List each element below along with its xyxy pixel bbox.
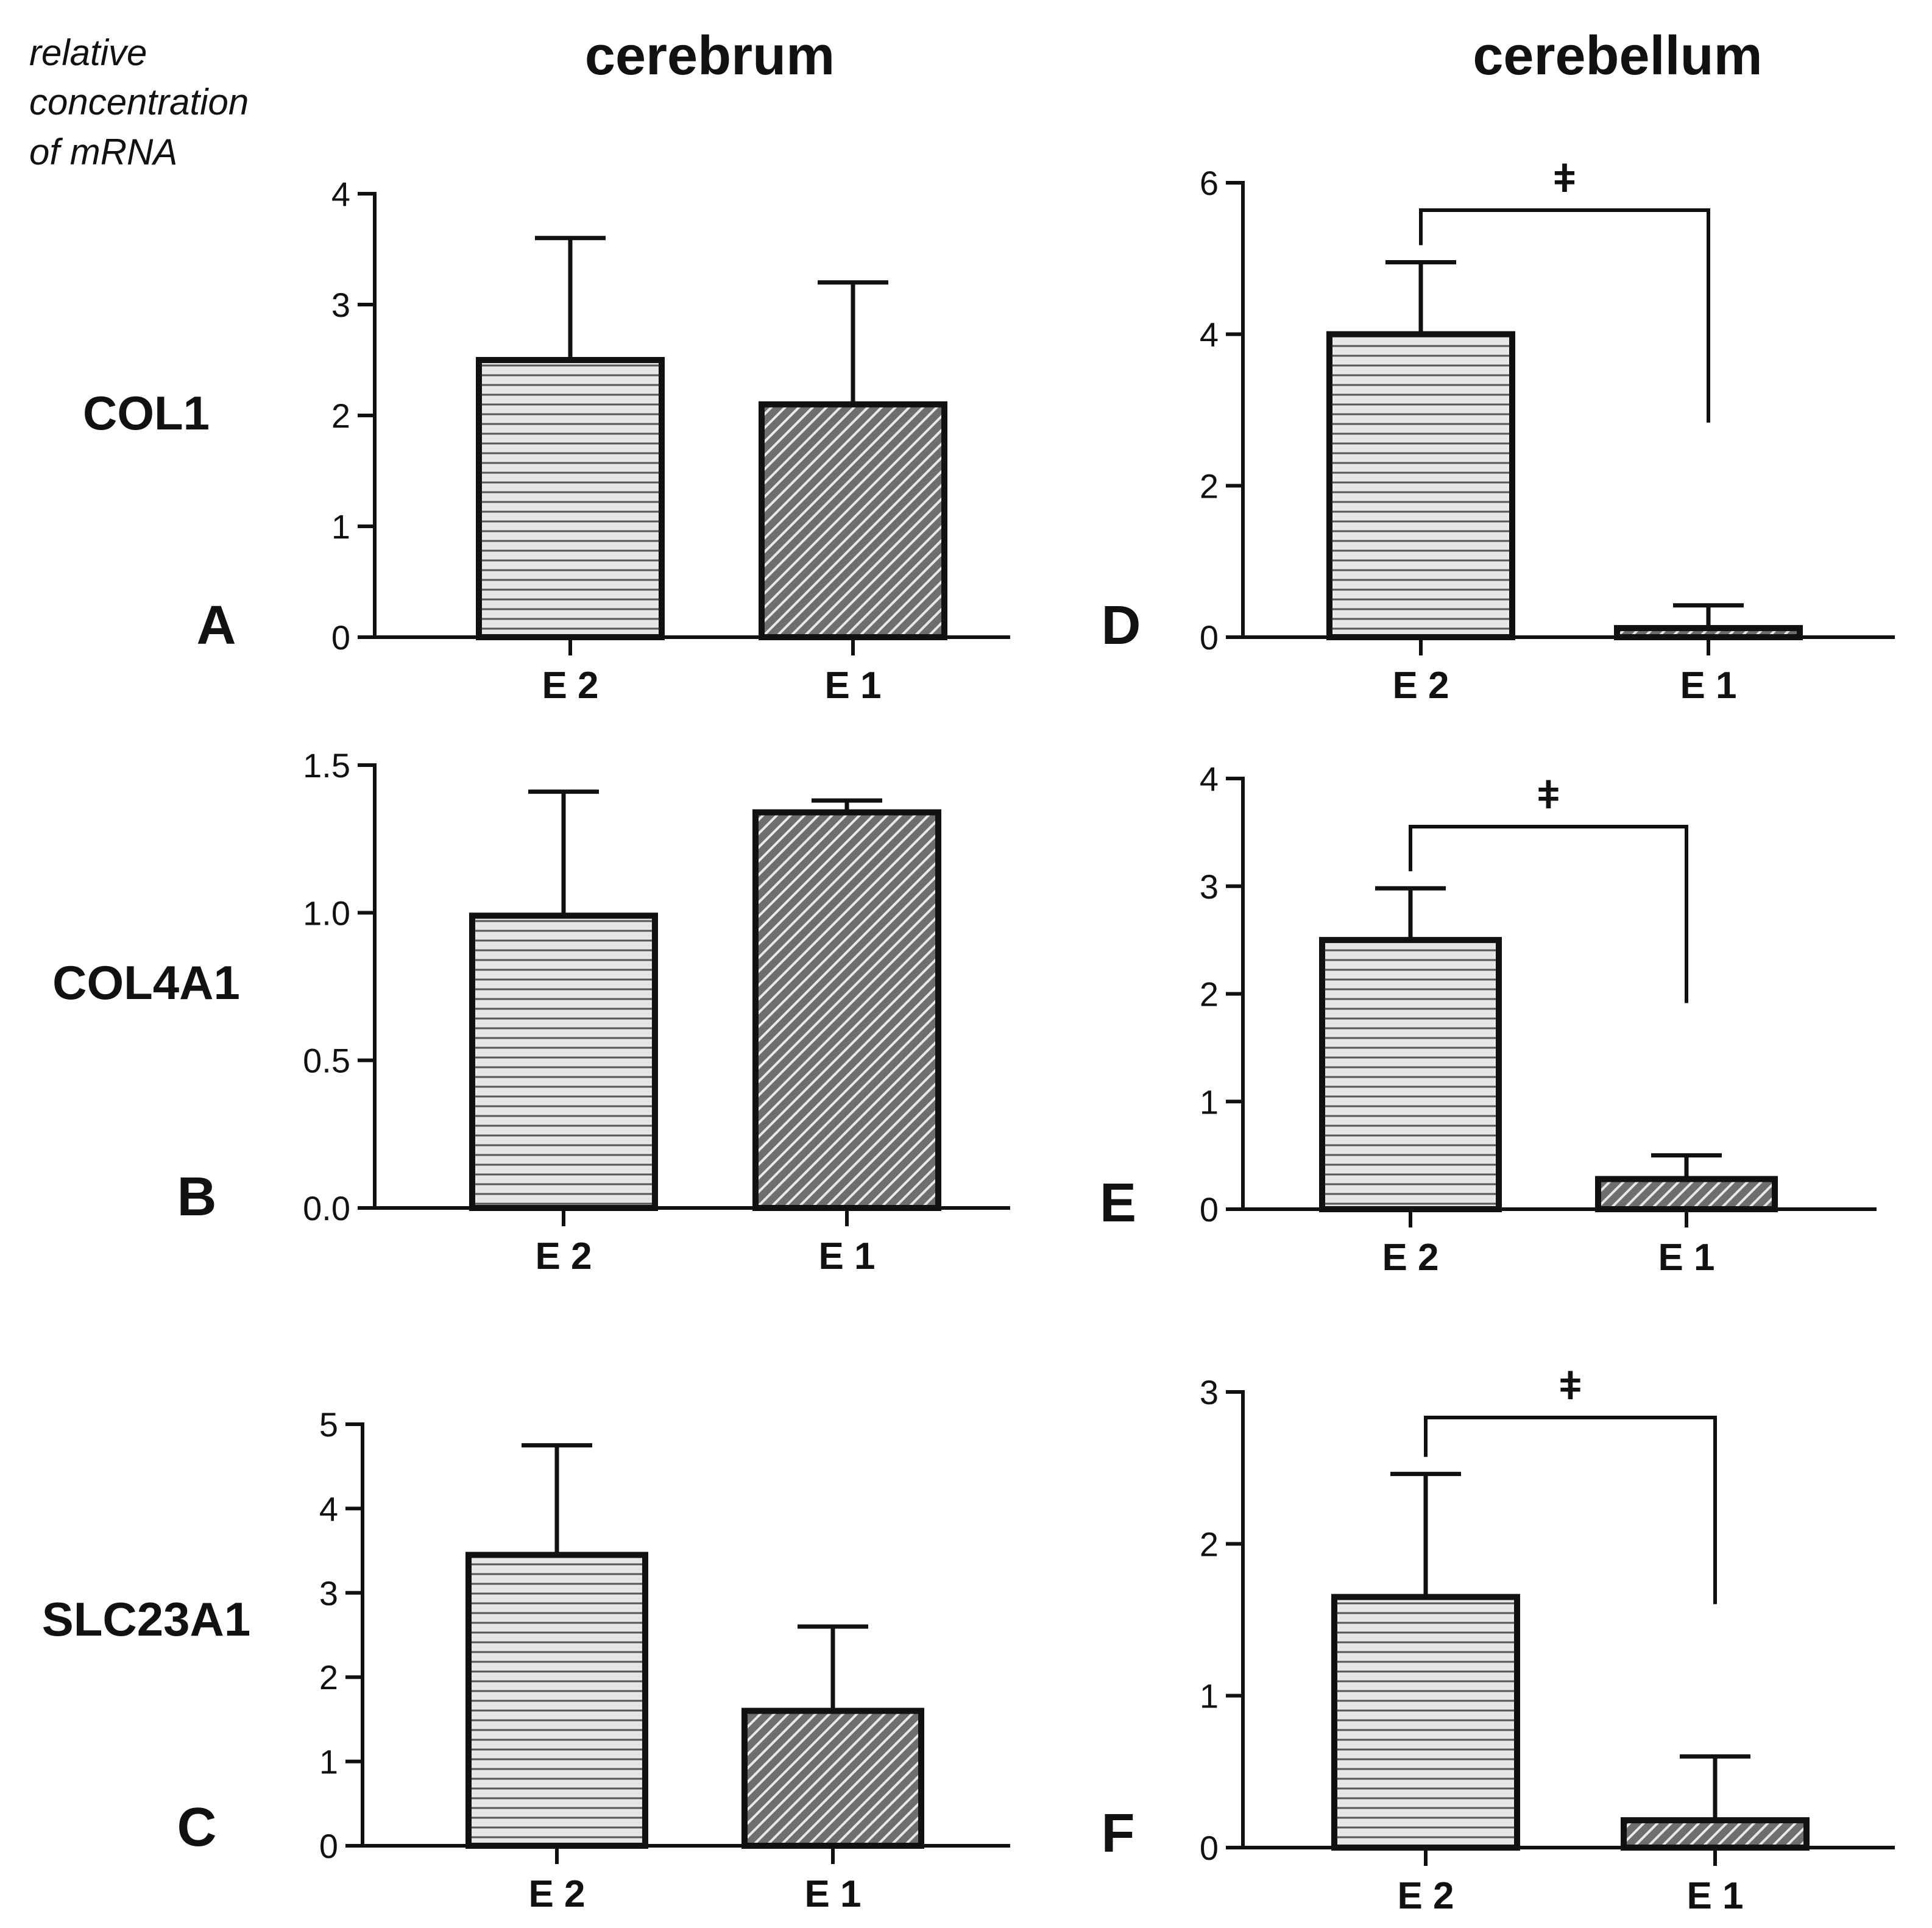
y-axis-label-line-1: relative — [29, 32, 147, 73]
panel-d-category-label-0: E 2 — [1392, 665, 1449, 707]
panel-b-bar-0 — [469, 913, 658, 1212]
panel-b-ytick-label-3: 1.5 — [303, 746, 350, 785]
panel-letter-b: B — [177, 1167, 217, 1227]
panel-e-category-label-0: E 2 — [1382, 1237, 1438, 1279]
panel-e-significance-bracket — [1409, 825, 1688, 1003]
panel-f-ytick-label-2: 2 — [1200, 1525, 1219, 1563]
panel-f-ytick-label-3: 3 — [1200, 1373, 1219, 1411]
panel-e-ytick-label-2: 2 — [1200, 975, 1219, 1014]
panel-c-bar-1 — [741, 1707, 924, 1849]
panel-d-chart: 0 2 4 6 E 2 E 1 ǂ — [1200, 157, 1895, 707]
panel-f-ytick-label-0: 0 — [1200, 1829, 1219, 1867]
row-label-slc23a1: SLC23A1 — [42, 1592, 250, 1646]
panel-e-significance-marker: ǂ — [1537, 773, 1560, 817]
panel-b-chart: 0.0 0.5 1.0 1.5 E 2 E 1 — [303, 746, 1010, 1277]
panel-a-ytick-label-0: 0 — [331, 618, 350, 657]
row-label-col4a1: COL4A1 — [52, 956, 240, 1009]
panel-e-bar-0 — [1319, 937, 1502, 1212]
panel-letter-d: D — [1102, 595, 1141, 656]
panel-d-ytick-label-0: 0 — [1200, 618, 1219, 657]
panel-c-bar-0 — [465, 1552, 648, 1849]
panel-e-bar-1 — [1595, 1176, 1778, 1213]
panel-e-ytick-label-0: 0 — [1200, 1190, 1219, 1229]
panel-b-bar-1 — [752, 809, 941, 1211]
panel-a-ytick-label-3: 3 — [331, 286, 350, 324]
panel-a-category-label-1: E 1 — [824, 665, 881, 707]
column-header-cerebrum: cerebrum — [585, 26, 835, 87]
panel-f-category-label-0: E 2 — [1397, 1875, 1454, 1917]
panel-c-chart: 0 1 2 3 4 5 E 2 E 1 — [319, 1405, 1010, 1915]
panel-d-bar-0 — [1326, 331, 1515, 641]
panel-b-ytick-label-0: 0.0 — [303, 1189, 350, 1227]
panel-e-ytick-label-3: 3 — [1200, 867, 1219, 906]
column-header-cerebellum: cerebellum — [1473, 26, 1762, 87]
panel-letter-c: C — [177, 1797, 217, 1858]
y-axis-label-line-2: concentration — [29, 82, 249, 122]
panel-a-ytick-label-1: 1 — [331, 507, 350, 546]
panel-f-significance-bracket — [1424, 1416, 1717, 1605]
panel-c-ytick-label-2: 2 — [319, 1658, 338, 1697]
panel-c-category-label-1: E 1 — [804, 1873, 861, 1915]
panel-e-ytick-label-1: 1 — [1200, 1082, 1219, 1121]
panel-a-chart: 0 1 2 3 4 E 2 E 1 — [331, 175, 1010, 707]
panel-d-ytick-label-3: 6 — [1200, 164, 1219, 202]
panel-b-category-label-0: E 2 — [535, 1235, 592, 1277]
panel-d-significance-marker: ǂ — [1553, 157, 1576, 200]
panel-f-ytick-label-1: 1 — [1200, 1677, 1219, 1715]
panel-letter-f: F — [1102, 1803, 1135, 1864]
panel-b-category-label-1: E 1 — [818, 1235, 875, 1277]
panel-b-ytick-label-1: 0.5 — [303, 1042, 350, 1080]
panel-a-ytick-label-4: 4 — [331, 175, 350, 213]
panel-c-ytick-label-3: 3 — [319, 1574, 338, 1612]
panel-c-ytick-label-5: 5 — [319, 1405, 338, 1444]
panel-a-ytick-label-2: 2 — [331, 397, 350, 435]
panel-d-ytick-label-2: 4 — [1200, 316, 1219, 354]
panel-d-significance-bracket — [1419, 208, 1710, 423]
panel-d-ytick-label-1: 2 — [1200, 467, 1219, 505]
panel-f-chart: 0 1 2 3 E 2 E 1 ǂ — [1200, 1364, 1895, 1917]
panel-c-category-label-0: E 2 — [528, 1873, 585, 1915]
panel-c-ytick-label-1: 1 — [319, 1743, 338, 1781]
row-label-col1: COL1 — [83, 386, 210, 440]
panel-f-bar-1 — [1621, 1817, 1810, 1851]
panel-e-ytick-label-4: 4 — [1200, 760, 1219, 798]
panel-b-ytick-label-2: 1.0 — [303, 894, 350, 932]
panel-a-category-label-0: E 2 — [542, 665, 598, 707]
panel-e-category-label-1: E 1 — [1658, 1237, 1714, 1279]
panel-e-chart: 0 1 2 3 4 E 2 E 1 ǂ — [1200, 760, 1877, 1279]
y-axis-label-line-3: of mRNA — [29, 132, 177, 172]
panel-letter-a: A — [197, 595, 236, 656]
panel-f-category-label-1: E 1 — [1686, 1875, 1743, 1917]
panel-f-bar-0 — [1331, 1594, 1520, 1851]
panel-a-bar-0 — [476, 357, 665, 640]
panel-d-category-label-1: E 1 — [1680, 665, 1736, 707]
panel-letter-e: E — [1100, 1173, 1136, 1234]
panel-a-bar-1 — [759, 401, 947, 640]
panel-c-ytick-label-0: 0 — [319, 1827, 338, 1865]
panel-c-ytick-label-4: 4 — [319, 1489, 338, 1528]
panel-f-significance-marker: ǂ — [1559, 1364, 1582, 1408]
